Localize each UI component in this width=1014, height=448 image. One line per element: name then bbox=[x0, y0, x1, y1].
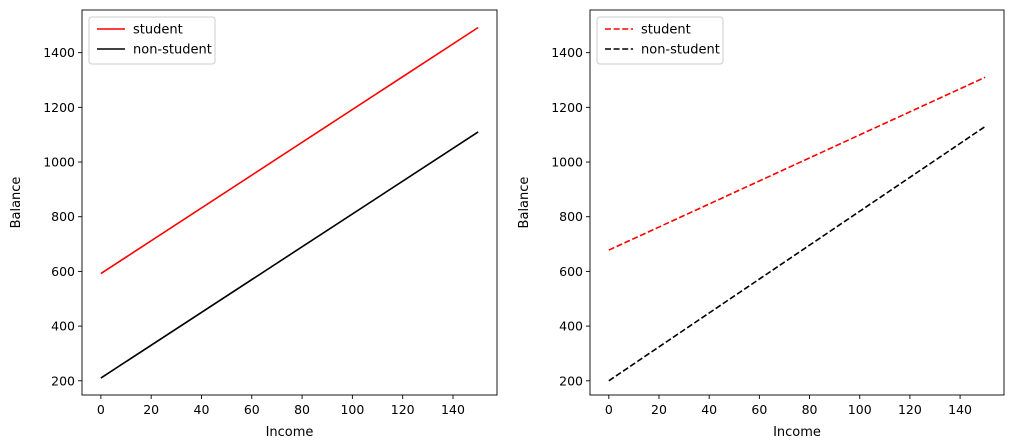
x-tick-label: 20 bbox=[143, 402, 159, 417]
x-tick-label: 0 bbox=[605, 402, 613, 417]
series-line-non-student bbox=[608, 125, 986, 382]
x-tick-label: 20 bbox=[651, 402, 667, 417]
y-tick-label: 400 bbox=[51, 319, 75, 334]
y-tick-label: 1000 bbox=[551, 155, 583, 170]
y-tick-label: 800 bbox=[51, 209, 75, 224]
legend-label-non-student: non-student bbox=[133, 43, 212, 58]
chart-right: 0 20 40 60 80 100 120 140 200 400 600 800 1000 1200 14… bbox=[517, 9, 1005, 440]
chart-left: 0 20 40 60 80 100 120 140 200 400 600 800 1000 1200 14… bbox=[9, 9, 498, 440]
x-tick-label: 60 bbox=[244, 402, 260, 417]
x-tick-label: 100 bbox=[340, 402, 364, 417]
y-tick-label: 1200 bbox=[551, 100, 583, 115]
legend: student non-student bbox=[596, 16, 724, 65]
axes-frame bbox=[589, 9, 1005, 396]
x-axis-label: Income bbox=[773, 425, 821, 440]
x-tick-label: 80 bbox=[802, 402, 818, 417]
series-line-student bbox=[100, 26, 479, 275]
series-line-non-student bbox=[100, 131, 479, 379]
y-tick-label: 600 bbox=[559, 264, 583, 279]
y-axis-label: Balance bbox=[517, 177, 532, 229]
x-tick-label: 120 bbox=[898, 402, 922, 417]
y-tick-label: 400 bbox=[559, 319, 583, 334]
x-tick-label: 140 bbox=[948, 402, 972, 417]
x-tick-label: 120 bbox=[391, 402, 415, 417]
legend-label-student: student bbox=[133, 23, 183, 38]
legend-box bbox=[596, 16, 724, 65]
legend-label-non-student: non-student bbox=[641, 43, 720, 58]
legend: student non-student bbox=[88, 16, 216, 65]
y-tick-label: 600 bbox=[51, 264, 75, 279]
x-axis-label: Income bbox=[266, 425, 314, 440]
x-tick-label: 40 bbox=[701, 402, 717, 417]
legend-label-student: student bbox=[641, 23, 691, 38]
y-tick-label: 200 bbox=[51, 373, 75, 388]
x-tick-label: 60 bbox=[751, 402, 767, 417]
y-tick-label: 1200 bbox=[43, 100, 75, 115]
y-tick-label: 800 bbox=[559, 209, 583, 224]
y-tick-label: 1400 bbox=[551, 45, 583, 60]
x-tick-label: 40 bbox=[194, 402, 210, 417]
x-tick-label: 80 bbox=[294, 402, 310, 417]
axes-frame bbox=[81, 9, 498, 396]
x-tick-label: 100 bbox=[848, 402, 872, 417]
y-tick-label: 1000 bbox=[43, 155, 75, 170]
y-tick-label: 1400 bbox=[43, 45, 75, 60]
series-line-student bbox=[608, 76, 986, 251]
y-tick-label: 200 bbox=[559, 373, 583, 388]
x-tick-label: 0 bbox=[97, 402, 105, 417]
x-tick-label: 140 bbox=[441, 402, 465, 417]
y-axis-label: Balance bbox=[9, 177, 24, 229]
